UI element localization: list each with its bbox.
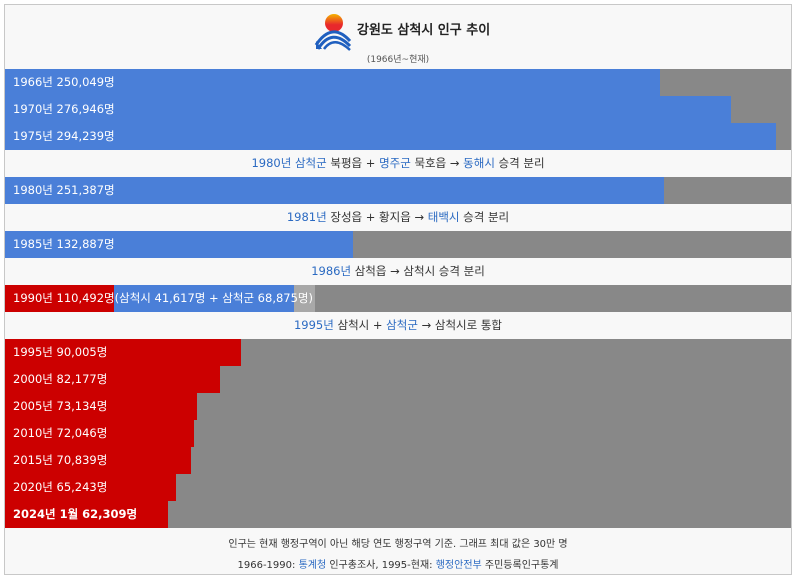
bar-fill-2015 <box>5 447 191 474</box>
bar-row-2000: 2000년 82,177명 <box>5 366 791 393</box>
note-1981: 1981년 장성읍 + 황지읍 → 태백시 승격 분리 <box>5 204 791 231</box>
bar-label-2024: 2024년 1월 62,309명 <box>13 507 138 521</box>
bar-label-2020: 2020년 65,243명 <box>13 480 108 494</box>
bar-label-2000: 2000년 82,177명 <box>13 372 108 386</box>
bar-label-2015: 2015년 70,839명 <box>13 453 108 467</box>
note-1981-text-f: 승격 분리 <box>459 210 510 224</box>
bar-fill-1966 <box>5 69 660 96</box>
bar-fill-2005 <box>5 393 197 420</box>
bar-label-2005: 2005년 73,134명 <box>13 399 108 413</box>
bar-fill-2000 <box>5 366 220 393</box>
bar-fill-1990-city <box>5 285 114 312</box>
bar-label-1975: 1975년 294,239명 <box>13 129 115 143</box>
bar-label-1990: 1990년 110,492명(삼척시 41,617명 + 삼척군 68,875명… <box>13 291 313 305</box>
note-1980: 1980년 삼척군 북평읍 + 명주군 묵호읍 → 동해시 승격 분리 <box>5 150 791 177</box>
bar-label-1995: 1995년 90,005명 <box>13 345 108 359</box>
bar-fill-2010 <box>5 420 194 447</box>
kostat-link[interactable]: 통계청 <box>298 560 327 571</box>
note-1981-text-b: 장성읍 + 황지읍 → <box>326 210 428 224</box>
bar-row-1995: 1995년 90,005명 <box>5 339 791 366</box>
footnote-basis: 인구는 현재 행정구역이 아닌 해당 연도 행정구역 기준. 그래프 최대 값은… <box>228 539 568 550</box>
bar-row-2024: 2024년 1월 62,309명 <box>5 501 791 528</box>
note-1981-year-link[interactable]: 1981년 <box>286 210 327 224</box>
bar-label-1966: 1966년 250,049명 <box>13 75 115 89</box>
bar-row-2005: 2005년 73,134명 <box>5 393 791 420</box>
note-1980-text-f: 승격 분리 <box>494 156 545 170</box>
chart-title: 강원도 삼척시 인구 추이 <box>357 23 491 38</box>
bar-fill-1975 <box>5 123 776 150</box>
note-1986: 1986년 삼척읍 → 삼척시 승격 분리 <box>5 258 791 285</box>
note-1981-taebaek-link[interactable]: 태백시 <box>427 210 460 224</box>
bar-fill-2024 <box>5 501 168 528</box>
note-1980-samcheok-gun-link[interactable]: 삼척군 <box>294 156 327 170</box>
note-1980-text-b: 북평읍 + <box>326 156 380 170</box>
note-1980-myeongju-gun-link[interactable]: 명주군 <box>379 156 411 170</box>
bar-row-2020: 2020년 65,243명 <box>5 474 791 501</box>
bar-fill-1990-county <box>114 285 294 312</box>
gangwon-emblem-icon <box>314 14 352 51</box>
bar-label-1970: 1970년 276,946명 <box>13 102 115 116</box>
bar-fill-1995 <box>5 339 241 366</box>
chart-subtitle: (1966년~현재) <box>366 55 430 65</box>
note-1986-text-b: 삼척읍 → 삼척시 승격 분리 <box>351 264 485 278</box>
note-1995-text-b: 삼척시 + <box>333 318 387 332</box>
bar-row-1985: 1985년 132,887명 <box>5 231 791 258</box>
bar-row-2010: 2010년 72,046명 <box>5 420 791 447</box>
bar-fill-1980 <box>5 177 664 204</box>
source-text-a: 1966-1990: <box>237 560 299 571</box>
note-1995-samcheok-gun-link[interactable]: 삼척군 <box>386 318 418 332</box>
bar-fill-1990-remainder <box>294 285 315 312</box>
bar-row-1990: 1990년 110,492명(삼척시 41,617명 + 삼척군 68,875명… <box>5 285 791 312</box>
note-1995-year-link[interactable]: 1995년 <box>293 318 334 332</box>
note-1986-year-link[interactable]: 1986년 <box>311 264 352 278</box>
bar-row-2015: 2015년 70,839명 <box>5 447 791 474</box>
source-text-e: 주민등록인구통계 <box>481 560 559 571</box>
bar-row-1970: 1970년 276,946명 <box>5 96 791 123</box>
bar-label-2010: 2010년 72,046명 <box>13 426 108 440</box>
bar-fill-1970 <box>5 96 731 123</box>
note-1995-text-d: → 삼척시로 통합 <box>417 318 503 332</box>
chart-header: 강원도 삼척시 인구 추이 (1966년~현재) <box>5 5 791 69</box>
bar-fill-1985 <box>5 231 353 258</box>
note-1995: 1995년 삼척시 + 삼척군 → 삼척시로 통합 <box>5 312 791 339</box>
mois-link[interactable]: 행정안전부 <box>435 560 482 571</box>
bar-label-1985: 1985년 132,887명 <box>13 237 115 251</box>
source-text-c: 인구총조사, 1995-현재: <box>326 560 436 571</box>
note-1980-text-d: 묵호읍 → <box>410 156 464 170</box>
footnote-sources: 1966-1990: 통계청 인구총조사, 1995-현재: 행정안전부 주민등… <box>5 556 791 571</box>
chart-frame: 강원도 삼척시 인구 추이 (1966년~현재) 1966년 250,049명 … <box>4 4 792 575</box>
note-1980-year-link[interactable]: 1980년 <box>251 156 292 170</box>
bar-label-1980: 1980년 251,387명 <box>13 183 115 197</box>
bar-row-1980: 1980년 251,387명 <box>5 177 791 204</box>
bar-fill-2020 <box>5 474 176 501</box>
bar-row-1975: 1975년 294,239명 <box>5 123 791 150</box>
bar-row-1966: 1966년 250,049명 <box>5 69 791 96</box>
note-1980-donghae-link[interactable]: 동해시 <box>463 156 495 170</box>
